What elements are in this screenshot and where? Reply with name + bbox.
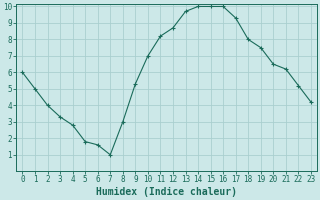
X-axis label: Humidex (Indice chaleur): Humidex (Indice chaleur) <box>96 187 237 197</box>
